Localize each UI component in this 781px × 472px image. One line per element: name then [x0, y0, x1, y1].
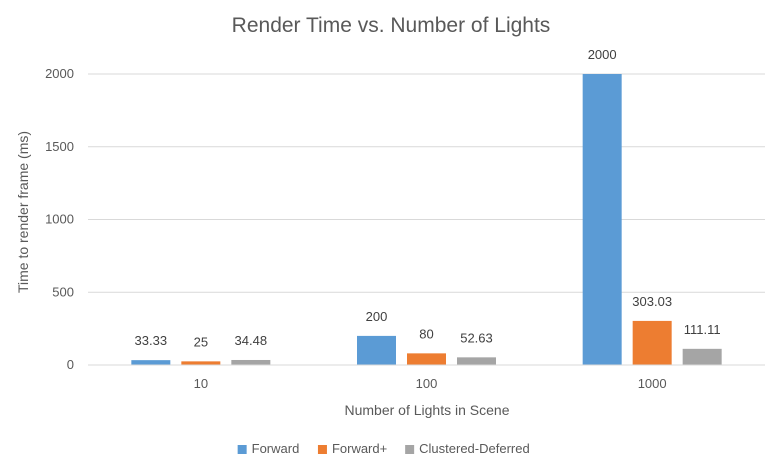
bar-forward-1000 [582, 74, 622, 365]
y-axis-ticks: 0 500 1000 1500 2000 [45, 66, 74, 372]
x-axis-title: Number of Lights in Scene [345, 402, 510, 418]
bar-forward--10 [181, 361, 221, 365]
bar-clustered-deferred-1000 [682, 348, 722, 365]
x-tick-label: 10 [194, 376, 208, 391]
data-label: 34.48 [235, 333, 268, 348]
bar-forward-10 [131, 360, 171, 365]
data-label: 25 [194, 334, 208, 349]
legend-label: Forward [252, 441, 300, 456]
legend-swatch [237, 445, 247, 454]
data-label: 303.03 [632, 294, 672, 309]
legend-label: Forward+ [332, 441, 387, 456]
legend-swatch [405, 445, 415, 454]
x-tick-label: 100 [416, 376, 438, 391]
bars [131, 74, 722, 365]
bar-forward--1000 [632, 320, 672, 365]
y-tick-label: 0 [67, 357, 74, 372]
y-tick-label: 500 [52, 284, 74, 299]
legend: Forward Forward+ Clustered-Deferred [237, 441, 530, 456]
data-label: 80 [419, 326, 433, 341]
bar-clustered-deferred-100 [457, 357, 496, 365]
gridlines [88, 73, 765, 293]
data-label: 111.11 [684, 322, 721, 337]
y-tick-label: 2000 [45, 66, 74, 81]
bar-clustered-deferred-10 [231, 359, 271, 365]
x-axis-ticks: 10 100 1000 [194, 376, 667, 391]
y-tick-label: 1000 [45, 212, 74, 227]
legend-label: Clustered-Deferred [419, 441, 530, 456]
data-label: 52.63 [460, 330, 493, 345]
data-label: 200 [366, 309, 388, 324]
y-tick-label: 1500 [45, 139, 74, 154]
chart-title: Render Time vs. Number of Lights [232, 14, 551, 37]
x-tick-label: 1000 [638, 376, 667, 391]
bar-forward-100 [357, 335, 396, 365]
y-axis-title: Time to render frame (ms) [15, 131, 31, 293]
legend-swatch [317, 445, 327, 454]
bar-forward--100 [407, 353, 446, 365]
data-label: 2000 [588, 47, 617, 62]
data-label: 33.33 [135, 333, 168, 348]
data-labels: 33.33 25 34.48 200 80 52.63 2000 303.03 111.11 [135, 47, 721, 349]
